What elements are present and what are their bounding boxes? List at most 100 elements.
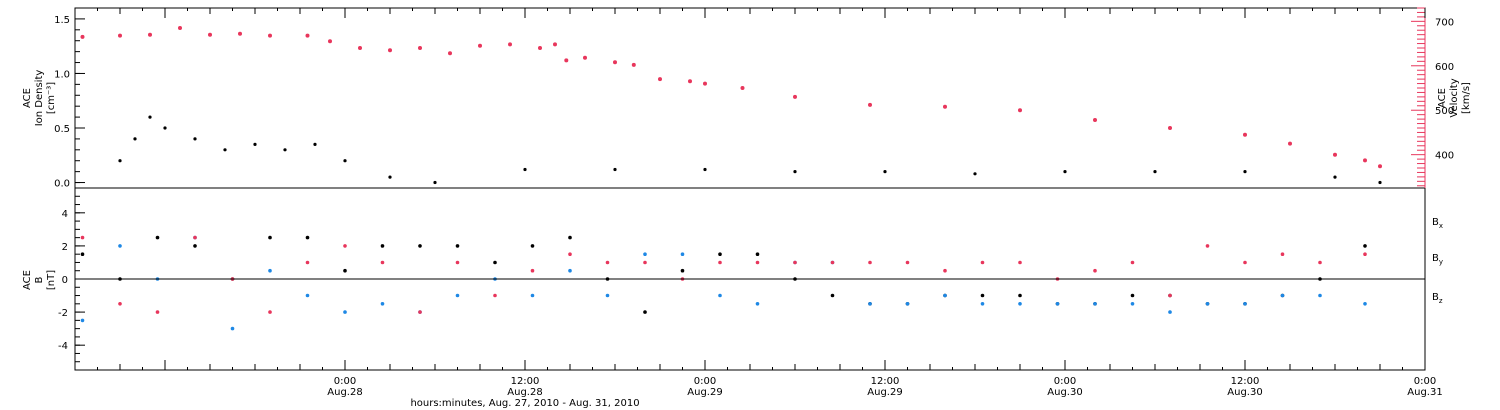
bz-point [1018, 260, 1022, 265]
velocity-point [238, 31, 242, 36]
bx-point [568, 235, 572, 240]
bz-point [1243, 260, 1247, 265]
by-point [455, 293, 460, 298]
velocity-point [358, 46, 362, 50]
by-point [305, 293, 310, 298]
density-point [433, 180, 437, 185]
bz-point [418, 310, 422, 314]
bz-point [1130, 260, 1135, 265]
density-point [613, 167, 617, 172]
b-field-axis: -4 -2 0 2 4 [58, 195, 1425, 363]
density-point [163, 126, 167, 130]
b-legend: Bx By Bz [1432, 217, 1443, 305]
by-point [1130, 302, 1135, 306]
bz-point [830, 260, 835, 265]
bx-point [1018, 293, 1022, 298]
velocity-title-line1: ACE [1437, 88, 1448, 108]
velocity-point [1243, 132, 1247, 137]
velocity-tick-label: 700 [1435, 17, 1454, 28]
bx-point [493, 260, 497, 265]
x-tick-date: Aug.29 [687, 387, 722, 398]
velocity-point [703, 81, 707, 86]
velocity-point [1378, 164, 1382, 169]
x-tick-time: 0:00 [1414, 376, 1436, 387]
density-point [193, 137, 197, 141]
b-axis-title: ACE B [nT] [22, 270, 57, 290]
bx-point [1130, 293, 1135, 298]
velocity-point [688, 79, 692, 84]
bx-point [643, 310, 647, 314]
velocity-point [148, 32, 152, 37]
bz-point [1318, 260, 1322, 265]
velocity-point [418, 46, 422, 50]
density-point [703, 167, 707, 172]
legend-by-name: B [1432, 253, 1439, 264]
density-point [283, 148, 287, 152]
velocity-point [478, 43, 482, 48]
bz-point [118, 302, 122, 306]
x-tick-date: Aug.28 [327, 387, 362, 398]
by-point [1093, 302, 1097, 306]
velocity-point [658, 77, 662, 82]
velocity-tick-label: 400 [1435, 151, 1454, 162]
density-title-line3: [cm⁻³] [46, 82, 57, 114]
by-point [568, 268, 572, 273]
legend-by-sub: y [1439, 258, 1443, 266]
velocity-point [208, 32, 212, 37]
velocity-title-line3: [km/s] [1461, 82, 1472, 114]
velocity-point [1333, 152, 1337, 157]
bz-point [605, 260, 610, 265]
time-axis: 0:00Aug.2812:00Aug.280:00Aug.2912:00Aug.… [74, 8, 1443, 398]
bz-point [343, 244, 347, 248]
legend-bz: Bz [1432, 292, 1443, 305]
bz-point [380, 260, 385, 265]
bz-point [193, 235, 197, 240]
bz-point [1168, 293, 1172, 298]
x-tick-time: 0:00 [1054, 376, 1076, 387]
bz-point [1093, 268, 1097, 273]
bz-point [493, 293, 497, 298]
velocity-point [793, 94, 797, 99]
by-point [1318, 293, 1322, 298]
density-point [223, 148, 227, 152]
by-point [605, 293, 610, 298]
legend-bx: Bx [1432, 217, 1443, 230]
velocity-point [1168, 126, 1172, 130]
density-point [133, 137, 137, 141]
bz-point [455, 260, 460, 265]
bx-point [980, 293, 985, 298]
by-point [980, 302, 985, 306]
by-point [643, 252, 647, 256]
density-point [1063, 170, 1067, 174]
by-point [755, 302, 760, 306]
b-title-line3: [nT] [46, 270, 57, 290]
bx-point [755, 252, 760, 256]
velocity-axis: 400 500 600 700 [1411, 7, 1454, 188]
by-point [905, 302, 910, 306]
velocity-point [448, 51, 452, 56]
velocity-point [1288, 141, 1292, 146]
density-tick-label: 1.0 [54, 69, 70, 80]
bx-point [305, 235, 310, 240]
by-point [1243, 302, 1247, 306]
by-point [1055, 302, 1060, 306]
bz-point [643, 260, 647, 265]
x-tick-time: 12:00 [511, 376, 540, 387]
x-tick-time: 0:00 [694, 376, 716, 387]
velocity-point [305, 33, 310, 38]
velocity-point [740, 86, 745, 90]
velocity-point [613, 60, 617, 65]
by-point [680, 252, 685, 256]
velocity-point [388, 48, 392, 53]
density-point [1333, 175, 1337, 179]
by-point [118, 244, 122, 248]
density-point [793, 170, 797, 174]
density-point [388, 175, 392, 179]
density-point [523, 167, 527, 172]
by-point [1280, 293, 1285, 298]
density-axis: 0.0 0.5 1.0 1.5 [54, 15, 85, 190]
velocity-point [553, 42, 557, 47]
density-point [1243, 170, 1247, 174]
bz-point [80, 235, 85, 240]
